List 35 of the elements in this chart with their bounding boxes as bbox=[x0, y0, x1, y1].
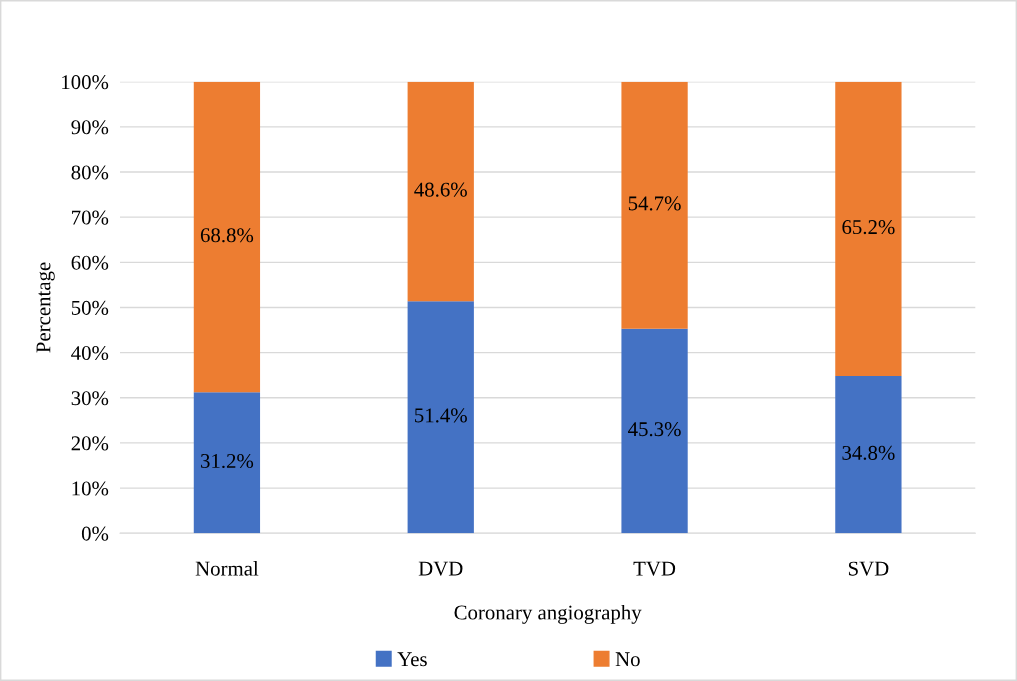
y-axis-title: Percentage bbox=[36, 262, 55, 353]
y-tick-label: 80% bbox=[71, 165, 109, 180]
bar bbox=[621, 81, 688, 329]
y-tick-label: 0% bbox=[81, 526, 109, 541]
bar bbox=[621, 328, 688, 534]
data-label: 68.8% bbox=[200, 228, 254, 243]
bar bbox=[407, 301, 474, 534]
y-tick-label: 60% bbox=[71, 255, 109, 270]
bar bbox=[835, 376, 902, 534]
legend-label: No bbox=[615, 652, 640, 667]
y-tick-label: 50% bbox=[71, 300, 109, 315]
y-tick-label: 70% bbox=[72, 210, 109, 225]
data-label: 48.6% bbox=[414, 182, 467, 197]
data-label: 65.2% bbox=[842, 220, 895, 235]
y-tick-label: 100% bbox=[62, 75, 109, 90]
x-tick-label: DVD bbox=[418, 561, 463, 576]
data-label: 31.2% bbox=[201, 453, 254, 469]
x-tick-label: TVD bbox=[633, 561, 676, 576]
bar bbox=[193, 81, 261, 393]
data-label: 34.8% bbox=[842, 445, 895, 460]
y-tick-label: 90% bbox=[71, 120, 109, 135]
y-tick-label: 20% bbox=[71, 436, 109, 451]
data-label: 51.4% bbox=[415, 408, 467, 423]
bar bbox=[407, 81, 474, 302]
data-label: 54.7% bbox=[628, 196, 681, 211]
bar bbox=[835, 81, 902, 377]
x-tick-label: SVD bbox=[848, 561, 889, 576]
data-label: 45.3% bbox=[628, 422, 681, 437]
x-axis-title: Coronary angiography bbox=[454, 604, 642, 624]
legend-label: Yes bbox=[397, 652, 427, 667]
y-tick-label: 40% bbox=[71, 346, 109, 361]
x-tick-label: Normal bbox=[195, 561, 259, 576]
y-tick-label: 10% bbox=[72, 481, 109, 496]
bar bbox=[193, 392, 261, 534]
y-tick-label: 30% bbox=[71, 391, 109, 406]
